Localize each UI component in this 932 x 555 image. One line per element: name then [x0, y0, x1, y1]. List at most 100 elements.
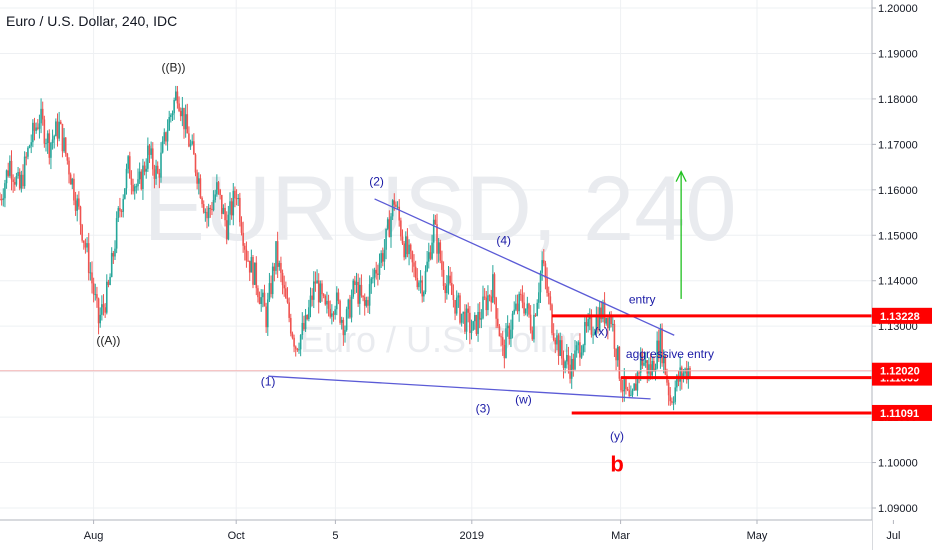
time-tick-label: Mar: [611, 530, 630, 542]
candle-body: [465, 308, 468, 332]
candle-body: [354, 280, 356, 286]
candle-body: [308, 307, 310, 320]
candle-body: [439, 242, 442, 261]
price-badge: [872, 307, 932, 324]
candle-body: [316, 280, 318, 284]
candle-body: [247, 260, 249, 262]
candle-body: [38, 123, 41, 129]
candle-body: [429, 252, 432, 259]
candle-body: [391, 200, 394, 217]
candle-body: [524, 308, 527, 314]
candle-body: [547, 292, 550, 297]
price-badge: [872, 404, 932, 421]
candle-body: [636, 372, 639, 391]
candle-body: [58, 121, 60, 139]
candle-body: [580, 352, 583, 358]
candle-body: [574, 350, 576, 370]
wave-label: (3): [476, 402, 491, 416]
candle-body: [362, 295, 364, 298]
candle-body: [304, 315, 307, 330]
trendline[interactable]: [268, 375, 651, 400]
candle-body: [689, 367, 691, 377]
candle-body: [232, 190, 235, 216]
price-tick-label: 1.14000: [878, 276, 918, 288]
candle-body: [201, 197, 203, 205]
candle-body: [531, 330, 534, 340]
candle-body: [682, 373, 685, 379]
candle-body: [398, 206, 401, 221]
target-arrow-head[interactable]: [675, 170, 687, 182]
candle-body: [178, 103, 180, 111]
candle-body: [587, 319, 589, 327]
candle-body: [344, 330, 346, 336]
candle-body: [659, 328, 662, 359]
candle-body: [608, 315, 611, 329]
candle-body: [401, 236, 404, 244]
candle-body: [280, 263, 282, 273]
candle-body: [107, 281, 110, 285]
candle-body: [672, 401, 675, 403]
candle-body: [400, 220, 402, 237]
candles: [0, 85, 691, 411]
candle-body: [521, 294, 524, 303]
candle-body: [170, 115, 172, 118]
candle-body: [68, 160, 70, 175]
candle-body: [495, 297, 497, 319]
wave-label: b: [610, 452, 623, 477]
candle-body: [120, 211, 123, 213]
candle-body: [618, 346, 621, 379]
candle-body: [442, 269, 445, 287]
candle-body: [160, 152, 162, 178]
candle-body: [569, 364, 571, 379]
candle-body: [638, 372, 640, 374]
candle-body: [248, 260, 251, 273]
trendline[interactable]: [374, 198, 675, 336]
candle-body: [9, 160, 11, 176]
candle-body: [17, 172, 19, 177]
candle-body: [519, 293, 522, 295]
candle-body: [585, 322, 588, 327]
candle-body: [480, 318, 483, 320]
candle-body: [411, 251, 414, 263]
candle-body: [386, 219, 389, 229]
candle-body: [335, 292, 338, 310]
candle-body: [360, 284, 363, 296]
candle-body: [526, 303, 529, 309]
candle-body: [447, 275, 450, 285]
candle-body: [597, 316, 599, 331]
candle-body: [349, 299, 351, 318]
candle-body: [239, 197, 241, 223]
candle-body: [222, 207, 225, 214]
candle-body: [127, 156, 129, 169]
time-axis[interactable]: Aug Oct 5 2019 Mar May Jul: [0, 519, 900, 550]
candle-body: [367, 300, 369, 306]
candle-body: [263, 292, 266, 307]
candle-body: [516, 303, 519, 312]
candle-body: [253, 262, 256, 285]
candle-body: [193, 141, 195, 155]
candle-body: [50, 142, 52, 158]
candle-body: [43, 119, 46, 144]
candle-body: [197, 178, 200, 184]
candle-body: [283, 285, 286, 289]
candle-body: [257, 288, 259, 298]
candle-body: [605, 317, 608, 324]
candle-body: [4, 183, 6, 199]
candle-body: [339, 300, 341, 323]
time-axis-background: [0, 520, 872, 550]
candle-body: [183, 107, 185, 130]
candle-body: [179, 110, 182, 117]
price-axis[interactable]: 1.20000 1.19000 1.18000 1.17000 1.16000 1.150…: [871, 0, 932, 550]
candle-body: [375, 269, 378, 274]
candle-body: [94, 294, 97, 296]
candle-body: [377, 273, 379, 275]
candle-body: [473, 315, 476, 322]
candle-body: [559, 340, 562, 356]
candle-body: [592, 334, 594, 336]
candle-body: [625, 376, 627, 390]
candle-body: [55, 121, 57, 137]
candle-body: [211, 208, 213, 211]
candle-body: [219, 189, 221, 195]
